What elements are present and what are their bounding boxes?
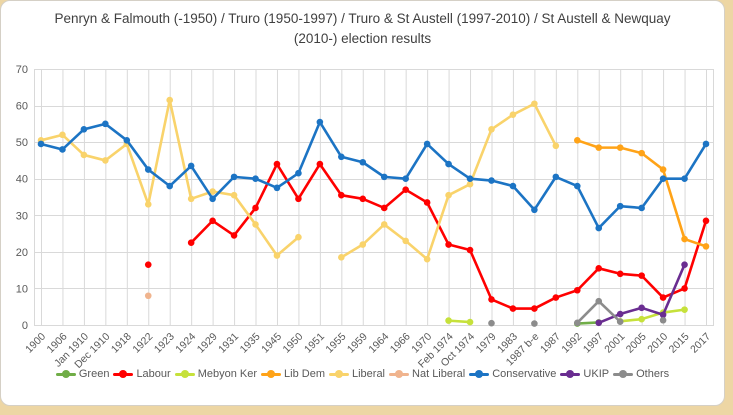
svg-text:1918: 1918 [109, 331, 134, 356]
svg-text:1964: 1964 [366, 331, 391, 356]
svg-text:1923: 1923 [152, 331, 177, 356]
svg-text:1950: 1950 [281, 331, 306, 356]
svg-text:1979: 1979 [474, 331, 499, 356]
series-labour [144, 160, 710, 312]
svg-text:70: 70 [16, 64, 28, 76]
legend-label: Liberal [351, 368, 386, 381]
series-nat-liberal [144, 292, 152, 300]
legend-item-liberal: Liberal [328, 368, 386, 381]
plot-border [34, 69, 714, 327]
svg-text:1945: 1945 [259, 331, 284, 356]
legend-label: Labour [136, 368, 171, 381]
series-lib-dem [573, 137, 710, 250]
legend-label: Nat Liberal [412, 368, 466, 381]
series-others [488, 298, 667, 327]
legend-label: UKIP [583, 368, 610, 381]
svg-text:0: 0 [22, 320, 28, 332]
svg-text:20: 20 [16, 247, 28, 259]
svg-text:1929: 1929 [195, 331, 220, 356]
chart-legend: Green Labour Mebyon Ker Lib Dem Liberal Nat L… [1, 368, 724, 380]
chart-card: Penryn & Falmouth (-1950) / Truro (1950-… [0, 0, 725, 406]
svg-text:10: 10 [16, 284, 28, 296]
svg-text:1955: 1955 [323, 331, 348, 356]
svg-text:1992: 1992 [559, 331, 584, 356]
legend-marker-icon [113, 369, 134, 379]
legend-item-mebyon-ker: Mebyon Ker [174, 368, 258, 381]
legend-item-nat-liberal: Nat Liberal [389, 368, 465, 380]
svg-text:30: 30 [16, 210, 28, 222]
legend-label: Others [636, 368, 670, 381]
legend-marker-icon [469, 369, 490, 379]
legend-label: Lib Dem [284, 368, 325, 381]
legend-item-others: Others [613, 368, 669, 380]
y-axis-labels: 0 10 20 30 40 50 60 70 [16, 64, 28, 332]
legend-marker-icon [613, 369, 634, 379]
chart-title: Penryn & Falmouth (-1950) / Truro (1950-… [54, 11, 671, 46]
svg-text:2010: 2010 [645, 331, 670, 356]
legend-marker-icon [261, 369, 282, 379]
svg-text:1997: 1997 [581, 331, 606, 356]
svg-text:60: 60 [16, 101, 28, 113]
legend-marker-icon [389, 369, 410, 379]
legend-item-conservative: Conservative [469, 368, 556, 380]
svg-text:1987: 1987 [538, 331, 563, 356]
series-mebyon-ker [445, 306, 688, 326]
legend-marker-icon [174, 369, 195, 379]
legend-label: Green [78, 368, 110, 381]
svg-text:2017: 2017 [688, 331, 713, 356]
series-ukip [595, 261, 688, 327]
series-conservative [37, 118, 710, 232]
svg-text:50: 50 [16, 137, 28, 149]
svg-text:1900: 1900 [23, 331, 48, 356]
svg-text:2001: 2001 [602, 331, 627, 356]
svg-text:2015: 2015 [667, 331, 692, 356]
legend-label: Mebyon Ker [197, 368, 258, 381]
legend-item-labour: Labour [113, 368, 171, 381]
svg-text:1935: 1935 [238, 331, 263, 356]
svg-text:1931: 1931 [216, 331, 241, 356]
svg-text:1951: 1951 [302, 331, 327, 356]
svg-text:1966: 1966 [388, 331, 413, 356]
legend-label: Conservative [492, 368, 557, 381]
legend-marker-icon [560, 369, 581, 379]
series-lines [37, 96, 710, 327]
legend-marker-icon [55, 369, 76, 379]
legend-item-green: Green [55, 368, 110, 381]
gridlines [34, 69, 713, 327]
legend-item-ukip: UKIP [560, 368, 609, 380]
svg-text:1924: 1924 [173, 331, 198, 356]
svg-text:1959: 1959 [345, 331, 370, 356]
svg-text:40: 40 [16, 174, 28, 186]
svg-text:1922: 1922 [130, 331, 155, 356]
legend-marker-icon [328, 369, 349, 379]
legend-item-lib-dem: Lib Dem [261, 368, 325, 380]
svg-text:2005: 2005 [624, 331, 649, 356]
